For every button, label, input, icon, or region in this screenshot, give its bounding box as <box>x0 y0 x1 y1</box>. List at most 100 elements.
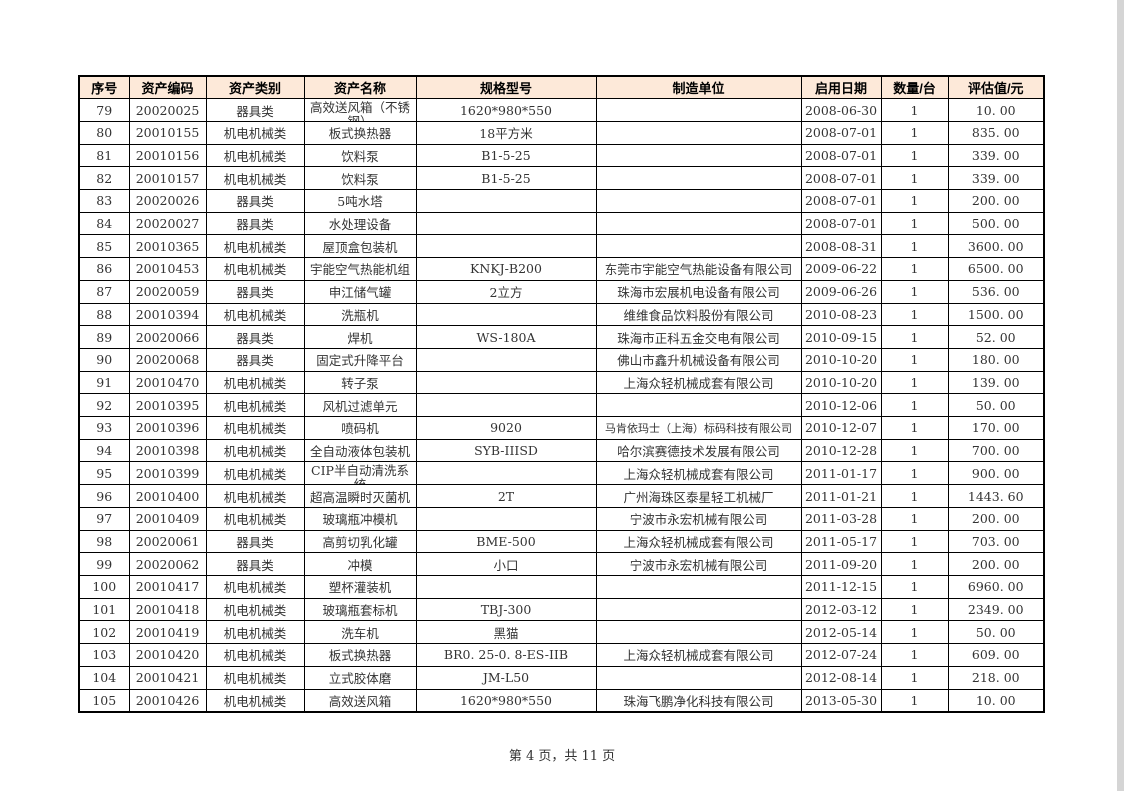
table-cell: 536. 00 <box>947 279 1045 304</box>
table-cell: 900. 00 <box>947 461 1045 486</box>
table-cell: 2010-12-07 <box>800 415 882 440</box>
table-cell: 2立方 <box>415 279 597 304</box>
table-cell: 200. 00 <box>947 507 1045 531</box>
table-cell: 20010419 <box>128 620 207 645</box>
table-cell: 宁波市永宏机械有限公司 <box>595 507 802 531</box>
table-cell: 835. 00 <box>947 121 1045 145</box>
table-cell: 700. 00 <box>947 438 1045 463</box>
table-row: 90 20020068 器具类 固定式升降平台 佛山市鑫升机械设备有限公司 2010-10… <box>78 347 1045 372</box>
table-cell: CIP半自动清洗系统 <box>303 461 417 486</box>
table-cell: 机电机械类 <box>205 415 305 440</box>
table-cell: 101 <box>78 597 130 622</box>
table-cell: 96 <box>78 484 130 508</box>
table-cell: 88 <box>78 302 130 327</box>
table-cell: 97 <box>78 507 130 531</box>
table-cell: 器具类 <box>205 98 305 122</box>
table-row: 104 20010421 机电机械类 立式胶体磨 JM-L50 2012-08-14 1 21… <box>78 665 1045 690</box>
table-cell: 器具类 <box>205 211 305 236</box>
table-cell <box>595 189 802 213</box>
table-cell: 洗车机 <box>303 620 417 645</box>
table-cell: 218. 00 <box>947 665 1045 690</box>
table-cell: 1 <box>880 279 949 304</box>
table-cell: 转子泵 <box>303 370 417 395</box>
table-cell: WS-180A <box>415 325 597 349</box>
table-cell <box>595 620 802 645</box>
table-cell: 2012-05-14 <box>800 620 882 645</box>
table-cell: 马肯依玛士（上海）标码科技有限公司 <box>595 415 802 440</box>
table-cell: 2011-01-21 <box>800 484 882 508</box>
table-cell: 20010409 <box>128 507 207 531</box>
table-cell: 20020068 <box>128 347 207 372</box>
table-row: 79 20020025 器具类 高效送风箱（不锈钢） 1620*980*550 2008-… <box>78 98 1045 122</box>
table-row: 97 20010409 机电机械类 玻璃瓶冲模机 宁波市永宏机械有限公司 2011-03-… <box>78 507 1045 531</box>
column-header: 资产类别 <box>205 75 305 99</box>
table-cell: 2008-07-01 <box>800 121 882 145</box>
table-cell: 玻璃瓶套标机 <box>303 597 417 622</box>
table-cell: 52. 00 <box>947 325 1045 349</box>
table-cell <box>595 234 802 259</box>
table-cell: 2008-07-01 <box>800 189 882 213</box>
table-cell: 85 <box>78 234 130 259</box>
table-cell: 91 <box>78 370 130 395</box>
table-cell: 2008-07-01 <box>800 143 882 168</box>
table-cell: 珠海市正科五金交电有限公司 <box>595 325 802 349</box>
table-cell: SYB-IIISD <box>415 438 597 463</box>
table-cell: 1 <box>880 688 949 713</box>
table-cell: 维维食品饮料股份有限公司 <box>595 302 802 327</box>
table-cell: 板式换热器 <box>303 643 417 667</box>
table-cell <box>415 393 597 417</box>
table-row: 105 20010426 机电机械类 高效送风箱 1620*980*550 珠海飞鹏净化科… <box>78 688 1045 713</box>
table-cell: 2010-08-23 <box>800 302 882 327</box>
table-cell: 20020061 <box>128 529 207 554</box>
table-cell: 机电机械类 <box>205 461 305 486</box>
table-cell <box>595 575 802 599</box>
table-cell: 20020062 <box>128 552 207 577</box>
table-body: 79 20020025 器具类 高效送风箱（不锈钢） 1620*980*550 2008-… <box>78 98 1045 713</box>
table-cell: 固定式升降平台 <box>303 347 417 372</box>
table-cell: 1 <box>880 393 949 417</box>
table-cell: 5吨水塔 <box>303 189 417 213</box>
table-cell: 20010399 <box>128 461 207 486</box>
table-cell: 1 <box>880 552 949 577</box>
table-cell: 机电机械类 <box>205 438 305 463</box>
table-cell: 339. 00 <box>947 143 1045 168</box>
table-cell: 1 <box>880 257 949 281</box>
table-cell: BME-500 <box>415 529 597 554</box>
table-cell: 20010365 <box>128 234 207 259</box>
table-cell: 81 <box>78 143 130 168</box>
table-cell: 高效送风箱 <box>303 688 417 713</box>
table-row: 102 20010419 机电机械类 洗车机 黑猫 2012-05-14 1 50. 00 <box>78 620 1045 645</box>
table-cell: 170. 00 <box>947 415 1045 440</box>
table-row: 91 20010470 机电机械类 转子泵 上海众轻机械成套有限公司 2010-10-20… <box>78 370 1045 395</box>
table-cell: 高效送风箱（不锈钢） <box>303 98 417 122</box>
table-cell: 高剪切乳化罐 <box>303 529 417 554</box>
table-cell: 玻璃瓶冲模机 <box>303 507 417 531</box>
table-cell: 2010-12-28 <box>800 438 882 463</box>
table-cell: 83 <box>78 189 130 213</box>
table-cell: 2008-06-30 <box>800 98 882 122</box>
table-row: 98 20020061 器具类 高剪切乳化罐 BME-500 上海众轻机械成套有限公司 20… <box>78 529 1045 554</box>
table-cell: 水处理设备 <box>303 211 417 236</box>
table-cell: 20010157 <box>128 166 207 191</box>
table-cell: 2013-05-30 <box>800 688 882 713</box>
table-cell: 1 <box>880 461 949 486</box>
table-cell <box>595 166 802 191</box>
table-cell: 1 <box>880 597 949 622</box>
table-cell: 机电机械类 <box>205 143 305 168</box>
table-cell: 1 <box>880 643 949 667</box>
table-cell: 1 <box>880 143 949 168</box>
table-cell: 20010396 <box>128 415 207 440</box>
table-cell: 2011-12-15 <box>800 575 882 599</box>
table-row: 94 20010398 机电机械类 全自动液体包装机 SYB-IIISD 哈尔滨赛德技术发… <box>78 438 1045 463</box>
table-cell: 500. 00 <box>947 211 1045 236</box>
table-cell: 20010453 <box>128 257 207 281</box>
table-cell: 1 <box>880 325 949 349</box>
column-header: 资产名称 <box>303 75 417 99</box>
table-cell: 喷码机 <box>303 415 417 440</box>
table-row: 101 20010418 机电机械类 玻璃瓶套标机 TBJ-300 2012-03-12 1… <box>78 597 1045 622</box>
table-cell <box>415 370 597 395</box>
table-cell: 20010426 <box>128 688 207 713</box>
table-cell: 机电机械类 <box>205 234 305 259</box>
table-cell: 79 <box>78 98 130 122</box>
